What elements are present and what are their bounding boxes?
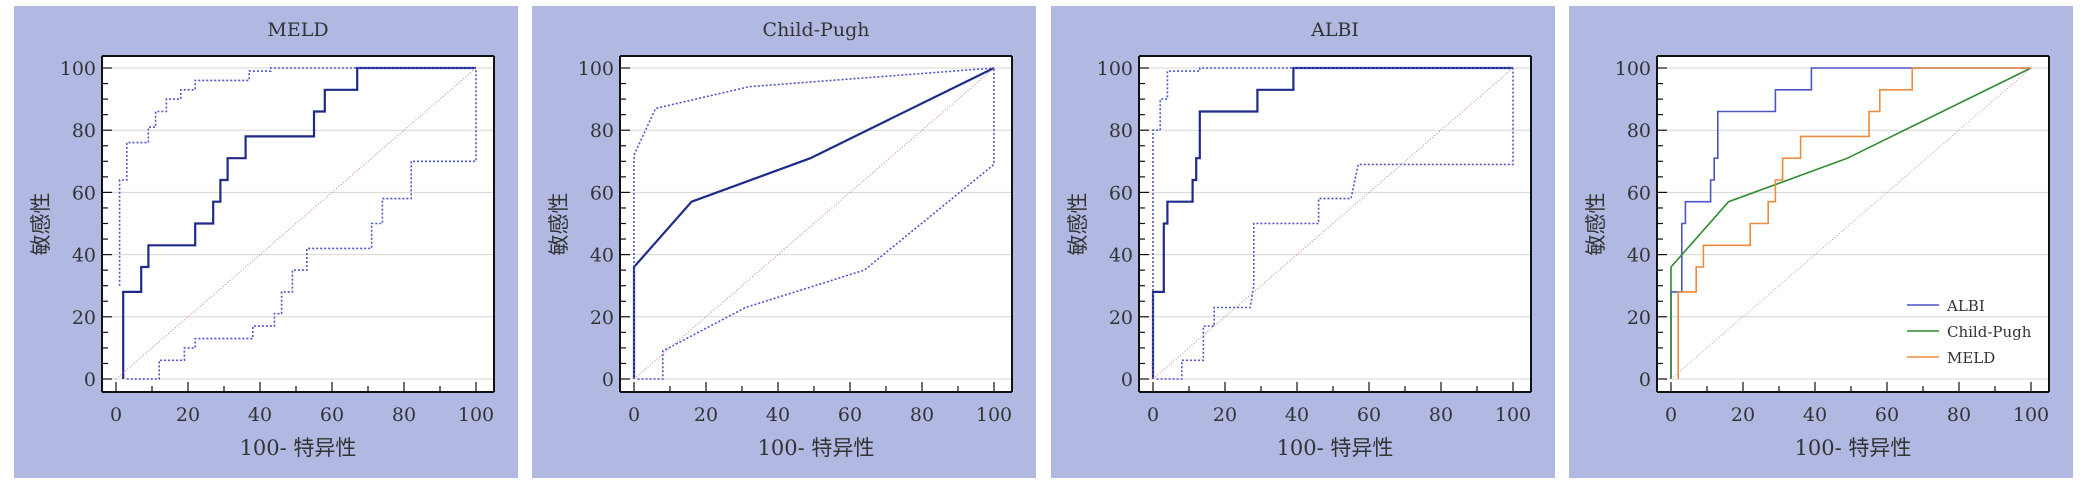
x-tick-label: 0	[110, 404, 122, 426]
x-tick-label: 80	[392, 404, 416, 426]
y-axis-title: 敏感性	[547, 193, 571, 256]
y-axis-title: 敏感性	[1584, 193, 1608, 256]
y-tick-label: 20	[72, 307, 96, 329]
series-line-roc	[1151, 66, 1513, 379]
x-tick-label: 40	[1803, 404, 1827, 426]
roc-chart-albi: ALBI 0 20 40 60 80 100 0 20 40 60 80 100 100- 特异性 敏感性	[1066, 19, 1532, 460]
y-tick-label: 80	[72, 120, 96, 142]
x-tick-label: 20	[176, 404, 200, 426]
y-tick-label: 80	[590, 120, 614, 142]
y-tick-label: 40	[1627, 245, 1651, 267]
x-tick-label: 100	[1495, 404, 1531, 426]
series-line-roc	[632, 67, 995, 379]
y-tick-label: 60	[1109, 182, 1133, 204]
x-tick-label: 60	[838, 404, 862, 426]
y-tick-label: 0	[1639, 369, 1651, 391]
series-line-albi	[1670, 67, 2031, 379]
x-axis-title: 100- 特异性	[758, 436, 875, 460]
roc-panel-comparison: 0 20 40 60 80 100 0 20 40 60 80 100 100- 特异性 敏感性 ALBI C…	[1569, 6, 2073, 478]
y-tick-label: 40	[590, 245, 614, 267]
series-line-ci-upper	[1152, 67, 1513, 379]
roc-panel-meld: MELD 0 20 40 60 80 100 0 20 40 60 80 100 100- 特异性 敏感性	[14, 6, 518, 478]
x-tick-label: 60	[320, 404, 344, 426]
series-line-roc	[122, 66, 476, 379]
y-tick-label: 100	[1097, 58, 1133, 80]
series-line-reference	[115, 67, 477, 380]
x-tick-label: 40	[1285, 404, 1309, 426]
x-tick-label: 80	[1947, 404, 1971, 426]
y-tick-label: 100	[578, 58, 614, 80]
x-axis-title: 100- 特异性	[1277, 436, 1394, 460]
x-axis-title: 100- 特异性	[1795, 436, 1912, 460]
x-tick-label: 20	[1731, 404, 1755, 426]
legend-label-meld: MELD	[1947, 349, 1995, 367]
y-axis-title: 敏感性	[1066, 193, 1090, 256]
roc-chart-meld: MELD 0 20 40 60 80 100 0 20 40 60 80 100 100- 特异性 敏感性	[29, 19, 495, 460]
x-axis-title: 100- 特异性	[240, 436, 357, 460]
roc-chart-comparison: 0 20 40 60 80 100 0 20 40 60 80 100 100- 特异性 敏感性 ALBI C…	[1584, 55, 2050, 460]
legend-label-albi: ALBI	[1946, 297, 1985, 315]
roc-panel-child-pugh: Child-Pugh 0 20 40 60 80 100 0 20 40 60 80 100 100- 特…	[532, 6, 1036, 478]
y-tick-label: 20	[590, 307, 614, 329]
y-tick-label: 100	[1615, 58, 1651, 80]
roc-panel-albi: ALBI 0 20 40 60 80 100 0 20 40 60 80 100 100- 特异性 敏感性	[1051, 6, 1555, 478]
plot-area	[102, 56, 494, 392]
x-tick-label: 20	[694, 404, 718, 426]
y-tick-label: 100	[60, 58, 96, 80]
x-tick-label: 80	[1429, 404, 1453, 426]
chart-title: ALBI	[1310, 19, 1359, 41]
x-tick-label: 100	[2013, 404, 2049, 426]
x-tick-label: 0	[628, 404, 640, 426]
y-tick-label: 80	[1627, 120, 1651, 142]
series-line-ci-lower	[1156, 68, 1514, 380]
y-tick-label: 60	[590, 182, 614, 204]
y-tick-label: 20	[1109, 307, 1133, 329]
series-line-ci-upper	[633, 67, 995, 379]
plot-area	[1139, 56, 1531, 392]
y-tick-label: 0	[84, 369, 96, 391]
series-line-reference	[1670, 67, 2032, 380]
x-tick-label: 100	[458, 404, 494, 426]
chart-title: Child-Pugh	[763, 19, 870, 41]
y-tick-label: 0	[602, 369, 614, 391]
legend-label-child-pugh: Child-Pugh	[1947, 323, 2032, 341]
y-tick-label: 40	[72, 245, 96, 267]
series-line-reference	[633, 67, 995, 380]
x-tick-label: 0	[1147, 404, 1159, 426]
y-tick-label: 20	[1627, 307, 1651, 329]
x-tick-label: 60	[1357, 404, 1381, 426]
plot-area	[1657, 56, 2049, 392]
plot-area	[620, 56, 1012, 392]
y-axis-title: 敏感性	[29, 193, 53, 256]
series-line-ci-lower	[126, 68, 477, 380]
x-tick-label: 100	[976, 404, 1012, 426]
y-tick-label: 0	[1121, 369, 1133, 391]
y-tick-label: 80	[1109, 120, 1133, 142]
series-line-reference	[1152, 67, 1514, 380]
y-tick-label: 60	[1627, 182, 1651, 204]
series-line-child-pugh	[1670, 67, 2032, 379]
x-tick-label: 20	[1213, 404, 1237, 426]
x-tick-label: 80	[910, 404, 934, 426]
x-tick-label: 40	[766, 404, 790, 426]
x-tick-label: 40	[248, 404, 272, 426]
series-line-ci-lower	[637, 68, 995, 380]
series-line-ci-upper	[118, 67, 476, 286]
x-tick-label: 60	[1875, 404, 1899, 426]
y-tick-label: 40	[1109, 245, 1133, 267]
series-line-meld	[1677, 67, 2031, 379]
chart-title: MELD	[267, 19, 328, 41]
x-tick-label: 0	[1665, 404, 1677, 426]
y-tick-label: 60	[72, 182, 96, 204]
roc-chart-child-pugh: Child-Pugh 0 20 40 60 80 100 0 20 40 60 80 100 100- 特…	[547, 19, 1013, 460]
